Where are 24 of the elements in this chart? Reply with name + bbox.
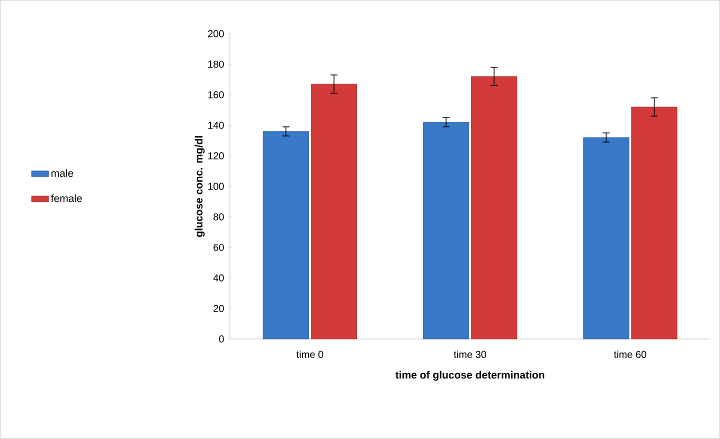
y-tick-label: 0 [219, 336, 224, 343]
bar [310, 84, 357, 340]
x-axis-title: time of glucose determination [395, 371, 544, 381]
x-tick-label: time 60 [614, 350, 646, 358]
bar [583, 137, 630, 340]
y-tick-label: 140 [208, 122, 224, 129]
bar [423, 122, 470, 340]
y-tick-label: 100 [208, 182, 224, 190]
y-tick-label: 180 [208, 60, 224, 68]
legend-label: male [52, 169, 74, 178]
bar [471, 76, 518, 340]
bar [631, 106, 678, 340]
y-tick-label: 160 [208, 91, 224, 98]
bar [262, 131, 309, 340]
y-tick-label: 120 [208, 152, 224, 160]
y-tick-label: 40 [213, 274, 224, 282]
y-axis-title: glucose conc. mg/dl [194, 136, 205, 238]
y-tick-label: 200 [208, 30, 224, 38]
legend-label: female [50, 194, 82, 202]
y-tick-label: 20 [214, 305, 224, 312]
y-tick-label: 60 [214, 244, 224, 252]
y-tick-label: 80 [214, 213, 224, 221]
x-tick-label: time 0 [296, 350, 324, 358]
x-tick-label: time 30 [454, 350, 486, 358]
